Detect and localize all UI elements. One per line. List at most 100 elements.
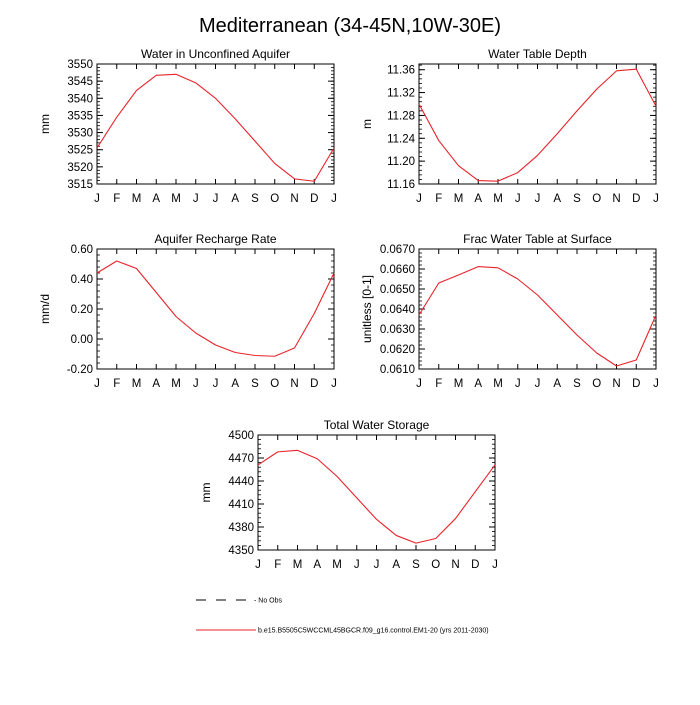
y-tick-label: 4350 (228, 545, 254, 557)
x-tick-label: J (213, 378, 219, 390)
x-tick-label: M (454, 378, 464, 390)
y-tick-label: 0.0620 (380, 344, 415, 356)
y-tick-label: 0.0660 (380, 264, 415, 276)
y-tick-label: 4500 (228, 430, 254, 442)
x-tick-label: J (193, 378, 199, 390)
y-tick-label: 3540 (67, 93, 93, 105)
x-tick-label: M (132, 193, 142, 205)
y-tick-label: 3525 (67, 145, 93, 157)
y-axis-label: mm (199, 483, 213, 503)
x-tick-label: J (331, 378, 337, 390)
y-tick-label: 4380 (228, 522, 254, 534)
x-tick-label: F (435, 193, 442, 205)
x-tick-label: A (553, 193, 561, 205)
x-tick-label: J (416, 378, 422, 390)
y-tick-label: 0.0650 (380, 284, 415, 296)
x-tick-label: M (171, 193, 181, 205)
x-tick-label: J (193, 193, 199, 205)
x-tick-label: O (592, 378, 601, 390)
y-tick-label: 11.24 (387, 133, 416, 145)
x-tick-label: A (152, 378, 160, 390)
panel-title: Aquifer Recharge Rate (154, 232, 276, 246)
y-tick-label: 4470 (228, 453, 254, 465)
x-tick-label: M (293, 559, 303, 571)
legend-obs-label: - No Obs (254, 598, 283, 605)
x-tick-label: S (412, 559, 420, 571)
x-tick-label: N (451, 559, 459, 571)
x-tick-label: J (416, 193, 422, 205)
chart-frac: Frac Water Table at Surface unitless [0-1… (360, 232, 659, 390)
x-tick-label: J (331, 193, 337, 205)
panel-title: Frac Water Table at Surface (463, 232, 612, 246)
x-tick-label: J (492, 559, 498, 571)
y-tick-label: 3535 (67, 110, 93, 122)
x-tick-label: J (653, 193, 659, 205)
x-tick-label: J (535, 378, 541, 390)
x-tick-label: J (94, 378, 100, 390)
x-tick-label: S (251, 378, 259, 390)
y-tick-label: 0.0630 (380, 324, 415, 336)
y-tick-label: 0.20 (71, 304, 93, 316)
y-tick-label: 0.0640 (380, 304, 415, 316)
y-tick-label: 11.20 (387, 156, 415, 168)
x-tick-label: O (270, 193, 279, 205)
x-tick-label: J (653, 378, 659, 390)
y-tick-label: 0.40 (71, 274, 93, 286)
x-tick-label: O (431, 559, 440, 571)
x-tick-label: M (132, 378, 142, 390)
x-tick-label: J (374, 559, 380, 571)
x-tick-label: J (535, 193, 541, 205)
x-tick-label: M (454, 193, 464, 205)
y-axis-label: unitless [0-1] (360, 275, 374, 343)
x-tick-label: J (515, 378, 521, 390)
panel-title: Total Water Storage (324, 418, 430, 432)
y-tick-label: 3545 (67, 76, 93, 88)
x-tick-label: A (474, 193, 482, 205)
x-tick-label: S (573, 378, 581, 390)
x-tick-label: M (493, 193, 503, 205)
x-tick-label: A (231, 378, 239, 390)
x-tick-label: A (231, 193, 239, 205)
plot-frame (418, 248, 657, 370)
y-tick-label: 11.36 (387, 65, 415, 77)
x-tick-label: J (94, 193, 100, 205)
panel-title: Water Table Depth (488, 47, 587, 61)
x-tick-label: S (251, 193, 259, 205)
x-tick-label: O (592, 193, 601, 205)
x-tick-label: M (493, 378, 503, 390)
legend: - No Obs b.e15.B5505C5WCCML45BGCR.f09_g1… (196, 598, 489, 635)
x-tick-label: A (392, 559, 400, 571)
x-tick-label: J (213, 193, 219, 205)
x-tick-label: J (515, 193, 521, 205)
x-tick-label: N (290, 378, 298, 390)
x-tick-label: F (113, 378, 120, 390)
y-axis-label: mm (38, 114, 52, 134)
x-tick-label: D (471, 559, 479, 571)
x-tick-label: N (612, 378, 620, 390)
x-tick-label: D (632, 193, 640, 205)
plot-frame (96, 63, 335, 185)
y-axis-label: m (360, 119, 374, 129)
y-tick-label: 11.16 (387, 179, 415, 191)
y-tick-label: 4410 (228, 499, 254, 511)
plot-frame (418, 63, 657, 185)
series-line (257, 449, 496, 544)
x-tick-label: A (152, 193, 160, 205)
y-axis-label: mm/d (38, 294, 52, 324)
x-tick-label: D (310, 378, 318, 390)
y-tick-label: 3530 (67, 128, 93, 140)
y-tick-label: 11.32 (387, 88, 415, 100)
x-tick-label: A (313, 559, 321, 571)
x-tick-label: D (310, 193, 318, 205)
y-tick-label: 4440 (228, 476, 254, 488)
y-tick-label: 0.0670 (380, 244, 415, 256)
x-tick-label: M (171, 378, 181, 390)
plot-frame (257, 434, 496, 551)
y-tick-label: 0.00 (71, 334, 93, 346)
